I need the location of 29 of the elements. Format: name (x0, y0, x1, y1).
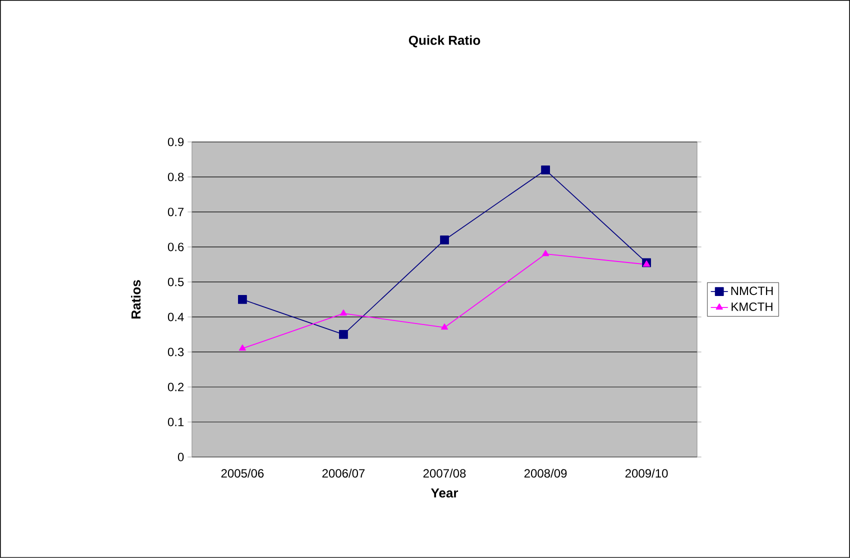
point (542, 250, 550, 256)
point (238, 295, 247, 304)
chart-title: Quick Ratio (408, 35, 480, 48)
y-tick-label: 0.1 (168, 418, 184, 426)
point (541, 166, 550, 174)
point (441, 324, 448, 330)
x-tick-label: 2007/08 (423, 468, 466, 478)
point (643, 260, 650, 267)
y-tick-label: 0.2 (168, 382, 184, 392)
point (238, 344, 246, 351)
y-tick-label: 0.7 (168, 208, 184, 216)
point (340, 310, 347, 316)
x-tick-label: 2005/06 (221, 468, 264, 478)
point (339, 330, 348, 339)
legend-label: NMCTH (731, 286, 773, 296)
y-tick-label: 0 (178, 452, 184, 462)
x-tick-label: 2008/09 (524, 468, 567, 478)
x-tick-label: 2006/07 (322, 468, 365, 478)
y-tick-label: 0.8 (168, 172, 184, 182)
x-tick-label: 2009/10 (625, 468, 668, 478)
y-tick-label: 0.9 (168, 138, 184, 146)
y-axis-title: Ratios (131, 280, 141, 319)
x-axis-title: Year (430, 488, 458, 498)
point (440, 236, 449, 244)
legend-label: KMCTH (732, 302, 772, 311)
y-tick-label: 0.6 (168, 242, 184, 252)
y-tick-label: 0.4 (168, 312, 184, 322)
y-tick-label: 0.5 (168, 278, 184, 286)
y-tick-label: 0.3 (168, 348, 184, 356)
